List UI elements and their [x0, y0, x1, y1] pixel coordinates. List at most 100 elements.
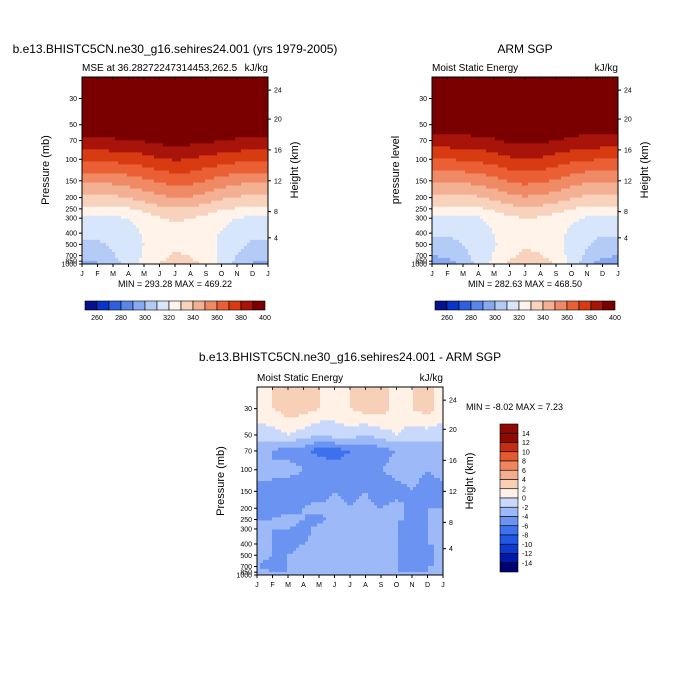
contour-cell	[172, 149, 176, 153]
contour-cell	[157, 203, 161, 208]
contour-cell	[166, 215, 170, 220]
contour-cell	[175, 131, 179, 135]
contour-cell	[600, 101, 604, 105]
contour-cell	[160, 98, 164, 102]
contour-cell	[540, 95, 544, 99]
contour-cell	[121, 194, 125, 199]
contour-cell	[169, 191, 173, 196]
contour-cell	[163, 221, 167, 226]
contour-cell	[193, 137, 197, 141]
contour-cell	[612, 95, 616, 99]
contour-cell	[609, 113, 613, 117]
contour-cell	[265, 260, 269, 265]
contour-cell	[253, 212, 257, 217]
contour-cell	[184, 245, 188, 250]
contour-cell	[184, 113, 188, 117]
contour-cell	[250, 134, 254, 138]
contour-cell	[151, 182, 155, 186]
contour-cell	[217, 95, 221, 99]
contour-cell	[205, 95, 209, 99]
contour-cell	[205, 140, 209, 144]
contour-cell	[106, 227, 110, 232]
contour-cell	[256, 77, 260, 81]
contour-cell	[94, 218, 98, 223]
contour-cell	[205, 245, 209, 250]
contour-cell	[169, 152, 173, 156]
contour-cell	[456, 98, 460, 102]
contour-cell	[148, 80, 152, 84]
contour-cell	[552, 89, 556, 93]
contour-cell	[591, 119, 595, 123]
contour-cell	[109, 122, 113, 126]
contour-cell	[91, 257, 95, 262]
contour-cell	[154, 224, 158, 229]
contour-cell	[247, 89, 251, 93]
contour-cell	[253, 257, 257, 262]
contour-cell	[94, 254, 98, 259]
contour-cell	[163, 197, 167, 202]
contour-cell	[136, 200, 140, 205]
contour-cell	[97, 215, 101, 220]
contour-cell	[582, 89, 586, 93]
contour-cell	[157, 188, 161, 193]
contour-cell	[432, 95, 436, 99]
contour-cell	[205, 215, 209, 220]
contour-cell	[136, 95, 140, 99]
contour-cell	[175, 212, 179, 217]
contour-cell	[91, 167, 95, 171]
contour-cell	[169, 95, 173, 99]
contour-cell	[256, 170, 260, 174]
contour-cell	[432, 83, 436, 87]
contour-cell	[169, 167, 173, 171]
contour-cell	[501, 125, 505, 129]
contour-cell	[136, 182, 140, 186]
contour-cell	[217, 77, 221, 81]
contour-cell	[118, 218, 122, 223]
contour-cell	[94, 164, 98, 168]
contour-cell	[127, 206, 131, 211]
contour-cell	[196, 131, 200, 135]
contour-cell	[136, 179, 140, 183]
contour-cell	[507, 95, 511, 99]
contour-cell	[172, 86, 176, 90]
contour-cell	[199, 113, 203, 117]
contour-cell	[480, 113, 484, 117]
contour-cell	[139, 203, 143, 208]
contour-cell	[558, 77, 562, 81]
contour-cell	[265, 224, 269, 229]
contour-cell	[205, 170, 209, 174]
contour-cell	[444, 92, 448, 96]
contour-cell	[552, 107, 556, 111]
contour-cell	[115, 86, 119, 90]
contour-cell	[85, 227, 89, 232]
contour-cell	[103, 134, 107, 138]
contour-cell	[259, 176, 263, 180]
contour-cell	[148, 101, 152, 105]
colorbar-swatch	[228, 300, 242, 311]
contour-cell	[558, 125, 562, 129]
contour-cell	[244, 260, 248, 265]
contour-cell	[256, 254, 260, 259]
contour-cell	[154, 77, 158, 81]
contour-cell	[217, 224, 221, 229]
contour-cell	[157, 152, 161, 156]
contour-cell	[94, 104, 98, 108]
contour-cell	[115, 215, 119, 220]
contour-cell	[82, 227, 86, 232]
contour-cell	[232, 137, 236, 141]
contour-cell	[91, 182, 95, 186]
contour-cell	[250, 215, 254, 220]
contour-cell	[238, 227, 242, 232]
contour-cell	[85, 152, 89, 156]
contour-cell	[513, 122, 517, 126]
contour-cell	[193, 104, 197, 108]
contour-cell	[214, 254, 218, 259]
contour-cell	[199, 107, 203, 111]
contour-cell	[103, 113, 107, 117]
contour-cell	[193, 209, 197, 214]
contour-cell	[199, 254, 203, 259]
contour-cell	[223, 137, 227, 141]
contour-cell	[133, 197, 137, 202]
contour-cell	[510, 98, 514, 102]
contour-cell	[247, 167, 251, 171]
